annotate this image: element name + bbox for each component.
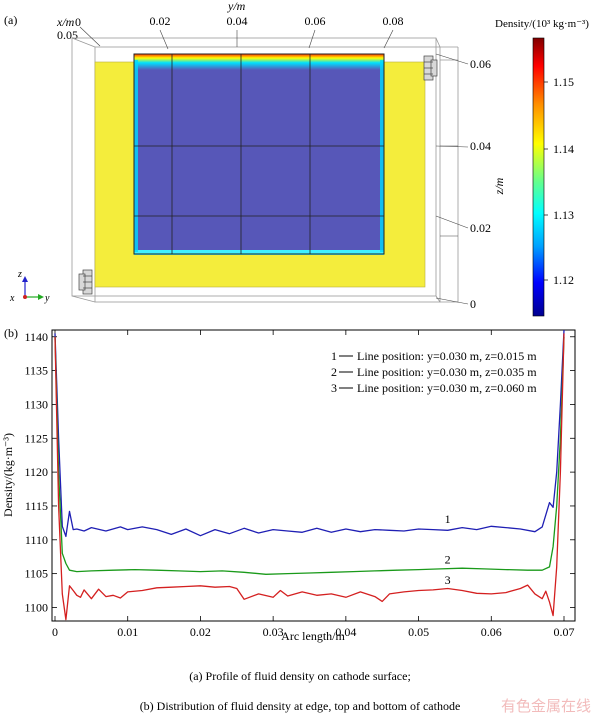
z-axis-label: z/m bbox=[492, 177, 506, 195]
curve-label-3: 3 bbox=[445, 573, 451, 587]
legend-text-1: Line position: y=0.030 m, z=0.015 m bbox=[357, 349, 537, 363]
axis-triad: z x y bbox=[9, 269, 50, 304]
curve-label-1: 1 bbox=[445, 512, 451, 526]
chart-x-tick-0: 0 bbox=[52, 625, 58, 639]
cathode-bottom-edge bbox=[134, 250, 384, 255]
chart-series bbox=[54, 329, 565, 621]
panel-a-label: (a) bbox=[4, 13, 17, 27]
curve-label-2: 2 bbox=[445, 552, 451, 566]
z-tick-0.06: 0.06 bbox=[470, 57, 491, 71]
colorbar-tick-1.14: 1.14 bbox=[553, 142, 574, 156]
z-tick-0.04: 0.04 bbox=[470, 139, 491, 153]
plot-frame bbox=[51, 329, 576, 622]
legend-text-3: Line position: y=0.030 m, z=0.060 m bbox=[357, 381, 537, 395]
x-tick-0: 0 bbox=[75, 15, 81, 29]
cathode-right-edge bbox=[380, 60, 384, 252]
hinge-bottom-left bbox=[78, 269, 93, 295]
triad-x-label: x bbox=[9, 293, 15, 304]
y-ticks: 0.02 0.04 0.06 0.08 bbox=[150, 14, 404, 28]
chart-x-tick-0.01: 0.01 bbox=[117, 625, 138, 639]
panel-b: (b) 110011051110111511201125113011351140… bbox=[1, 326, 576, 643]
cathode-surface bbox=[133, 53, 385, 255]
watermark: 有色金属在线 bbox=[501, 698, 591, 715]
chart-x-tick-0.04: 0.04 bbox=[335, 625, 356, 639]
chart-x-ticks: 0 0.01 0.02 0.03 0.04 0.05 0.06 0.07 bbox=[52, 330, 575, 639]
series-line-3 bbox=[54, 333, 565, 621]
z-tick-0.02: 0.02 bbox=[470, 221, 491, 235]
y-tick-0.08: 0.08 bbox=[383, 14, 404, 28]
chart-y-tick-1135: 1135 bbox=[24, 364, 48, 378]
colorbar: Density/(10³ kg·m⁻³) 1.15 1.14 1.13 1.12 bbox=[495, 18, 589, 317]
y-tick-lines bbox=[79, 26, 394, 50]
chart-x-axis-label: Arc length/m bbox=[281, 629, 345, 643]
y-axis-label: y/m bbox=[227, 0, 246, 13]
legend-number-2: 2 bbox=[331, 365, 337, 379]
chart-x-tick-0.07: 0.07 bbox=[554, 625, 575, 639]
x-axis-label: x/m bbox=[56, 15, 75, 29]
chart-y-tick-1140: 1140 bbox=[24, 330, 48, 344]
cathode-left-edge bbox=[134, 60, 138, 252]
hinge-top-right bbox=[423, 55, 438, 81]
y-tick-0.02: 0.02 bbox=[150, 14, 171, 28]
caption-a: (a) Profile of fluid density on cathode … bbox=[189, 669, 411, 683]
curve-labels: 1 2 3 bbox=[445, 512, 451, 587]
chart-x-tick-0.03: 0.03 bbox=[263, 625, 284, 639]
chart-y-tick-1115: 1115 bbox=[25, 499, 48, 513]
chart-y-tick-1120: 1120 bbox=[24, 465, 48, 479]
chart-y-tick-1130: 1130 bbox=[24, 397, 48, 411]
colorbar-gradient bbox=[532, 37, 545, 317]
z-tick-0: 0 bbox=[470, 297, 476, 311]
chart-y-ticks: 1100 1105 1110 1115 1120 1125 1130 1135 1140 bbox=[24, 330, 575, 614]
colorbar-tick-1.12: 1.12 bbox=[553, 273, 574, 287]
legend-text-2: Line position: y=0.030 m, z=0.035 m bbox=[357, 365, 537, 379]
chart-x-tick-0.06: 0.06 bbox=[481, 625, 502, 639]
colorbar-ticks: 1.15 1.14 1.13 1.12 bbox=[544, 75, 574, 287]
chart-y-tick-1125: 1125 bbox=[24, 431, 48, 445]
series-line-1 bbox=[54, 329, 565, 538]
triad-y-label: y bbox=[44, 293, 50, 304]
colorbar-tick-1.15: 1.15 bbox=[553, 75, 574, 89]
legend-number-3: 3 bbox=[331, 381, 337, 395]
panel-b-label: (b) bbox=[4, 326, 18, 340]
caption-b: (b) Distribution of fluid density at edg… bbox=[140, 699, 461, 713]
z-tick-lines bbox=[435, 53, 469, 305]
triad-z-label: z bbox=[17, 269, 22, 280]
series-line-2 bbox=[54, 336, 565, 575]
chart-x-tick-0.05: 0.05 bbox=[408, 625, 429, 639]
chart-y-tick-1105: 1105 bbox=[24, 567, 48, 581]
colorbar-tick-1.13: 1.13 bbox=[553, 208, 574, 222]
z-ticks: 0.06 0.04 0.02 0 bbox=[470, 57, 491, 311]
panel-a: (a) x/m 0 0.05 y/m 0.02 0.04 0.06 0.08 bbox=[4, 0, 589, 317]
y-tick-0.06: 0.06 bbox=[305, 14, 326, 28]
chart-y-tick-1100: 1100 bbox=[24, 600, 48, 614]
cathode-grid bbox=[134, 54, 384, 254]
chart-y-tick-1110: 1110 bbox=[25, 533, 48, 547]
y-tick-0.04: 0.04 bbox=[227, 14, 248, 28]
legend-number-1: 1 bbox=[331, 349, 337, 363]
x-tick-0.05: 0.05 bbox=[57, 28, 78, 42]
chart-x-tick-0.02: 0.02 bbox=[190, 625, 211, 639]
chart-y-axis-label: Density/(kg·m⁻³) bbox=[1, 433, 15, 517]
chart-legend: 1 Line position: y=0.030 m, z=0.015 m 2 Lin… bbox=[331, 349, 537, 395]
cathode-top-gradient bbox=[134, 54, 384, 70]
colorbar-title: Density/(10³ kg·m⁻³) bbox=[495, 18, 589, 30]
